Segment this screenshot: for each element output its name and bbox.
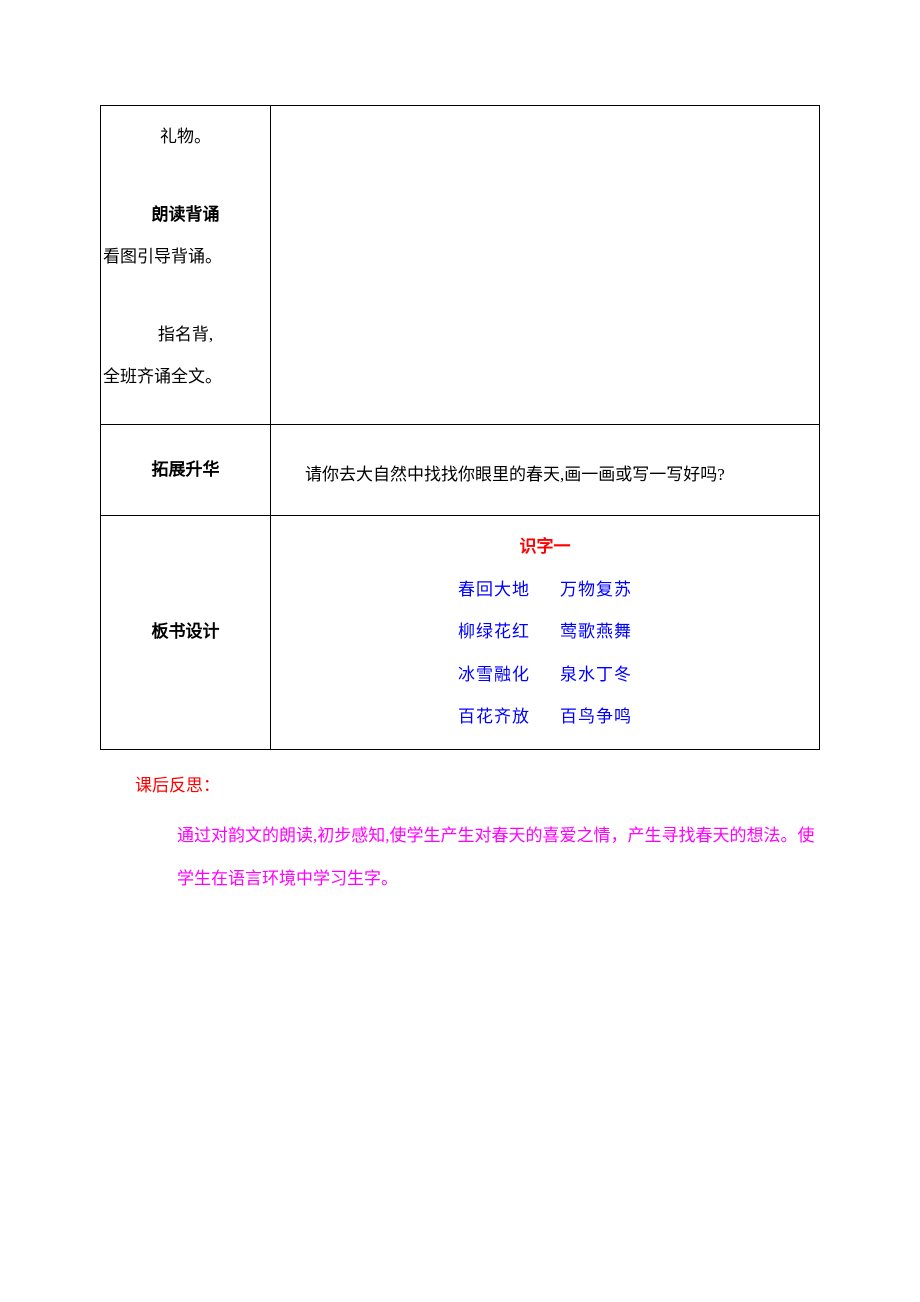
board-title: 识字一 [281, 526, 809, 569]
empty-cell [271, 106, 820, 425]
idiom-right: 莺歌燕舞 [560, 622, 632, 641]
reading-section-cell: 礼物。 朗读背诵 看图引导背诵。 指名背, 全班齐诵全文。 [101, 106, 271, 425]
reflection-body: 通过对韵文的朗读,初步感知,使学生产生对春天的喜爱之情，产生寻找春天的想法。使学… [135, 815, 820, 900]
named-recite-text: 指名背, [101, 314, 270, 357]
reflection-title: 课后反思： [135, 765, 820, 808]
board-design-content-cell: 识字一 春回大地 万物复苏 柳绿花红 莺歌燕舞 冰雪融化 泉水丁冬 百花齐放 百鸟争鸣 [271, 516, 820, 750]
idiom-left: 春回大地 [458, 580, 530, 599]
document-page: 礼物。 朗读背诵 看图引导背诵。 指名背, 全班齐诵全文。 拓展升华 请你去大自… [0, 0, 920, 900]
idiom-right: 泉水丁冬 [560, 665, 632, 684]
idiom-right: 万物复苏 [560, 580, 632, 599]
board-design-label-cell: 板书设计 [101, 516, 271, 750]
idiom-left: 柳绿花红 [458, 622, 530, 641]
idiom-left: 百花齐放 [458, 707, 530, 726]
idiom-row: 柳绿花红 莺歌燕舞 [281, 611, 809, 654]
after-table-section: 课后反思： 通过对韵文的朗读,初步感知,使学生产生对春天的喜爱之情，产生寻找春天… [100, 765, 820, 901]
extension-content-cell: 请你去大自然中找找你眼里的春天,画一画或写一写好吗? [271, 424, 820, 516]
lesson-table: 礼物。 朗读背诵 看图引导背诵。 指名背, 全班齐诵全文。 拓展升华 请你去大自… [100, 105, 820, 750]
idiom-right: 百鸟争鸣 [560, 707, 632, 726]
table-row: 礼物。 朗读背诵 看图引导背诵。 指名背, 全班齐诵全文。 [101, 106, 820, 425]
extension-label-cell: 拓展升华 [101, 424, 271, 516]
reading-heading: 朗读背诵 [101, 194, 270, 237]
idiom-left: 冰雪融化 [458, 665, 530, 684]
idiom-row: 百花齐放 百鸟争鸣 [281, 696, 809, 739]
table-row: 板书设计 识字一 春回大地 万物复苏 柳绿花红 莺歌燕舞 冰雪融化 泉水丁冬 百花齐放… [101, 516, 820, 750]
spacer [101, 279, 270, 314]
idiom-row: 冰雪融化 泉水丁冬 [281, 654, 809, 697]
board-design-label: 板书设计 [111, 617, 260, 648]
extension-text: 请你去大自然中找找你眼里的春天,画一画或写一写好吗? [271, 454, 809, 497]
extension-label: 拓展升华 [111, 455, 260, 486]
gift-text: 礼物。 [101, 116, 270, 159]
guide-recite-text: 看图引导背诵。 [101, 236, 270, 279]
class-recite-text: 全班齐诵全文。 [101, 356, 270, 399]
table-row: 拓展升华 请你去大自然中找找你眼里的春天,画一画或写一写好吗? [101, 424, 820, 516]
idiom-row: 春回大地 万物复苏 [281, 569, 809, 612]
spacer [101, 159, 270, 194]
